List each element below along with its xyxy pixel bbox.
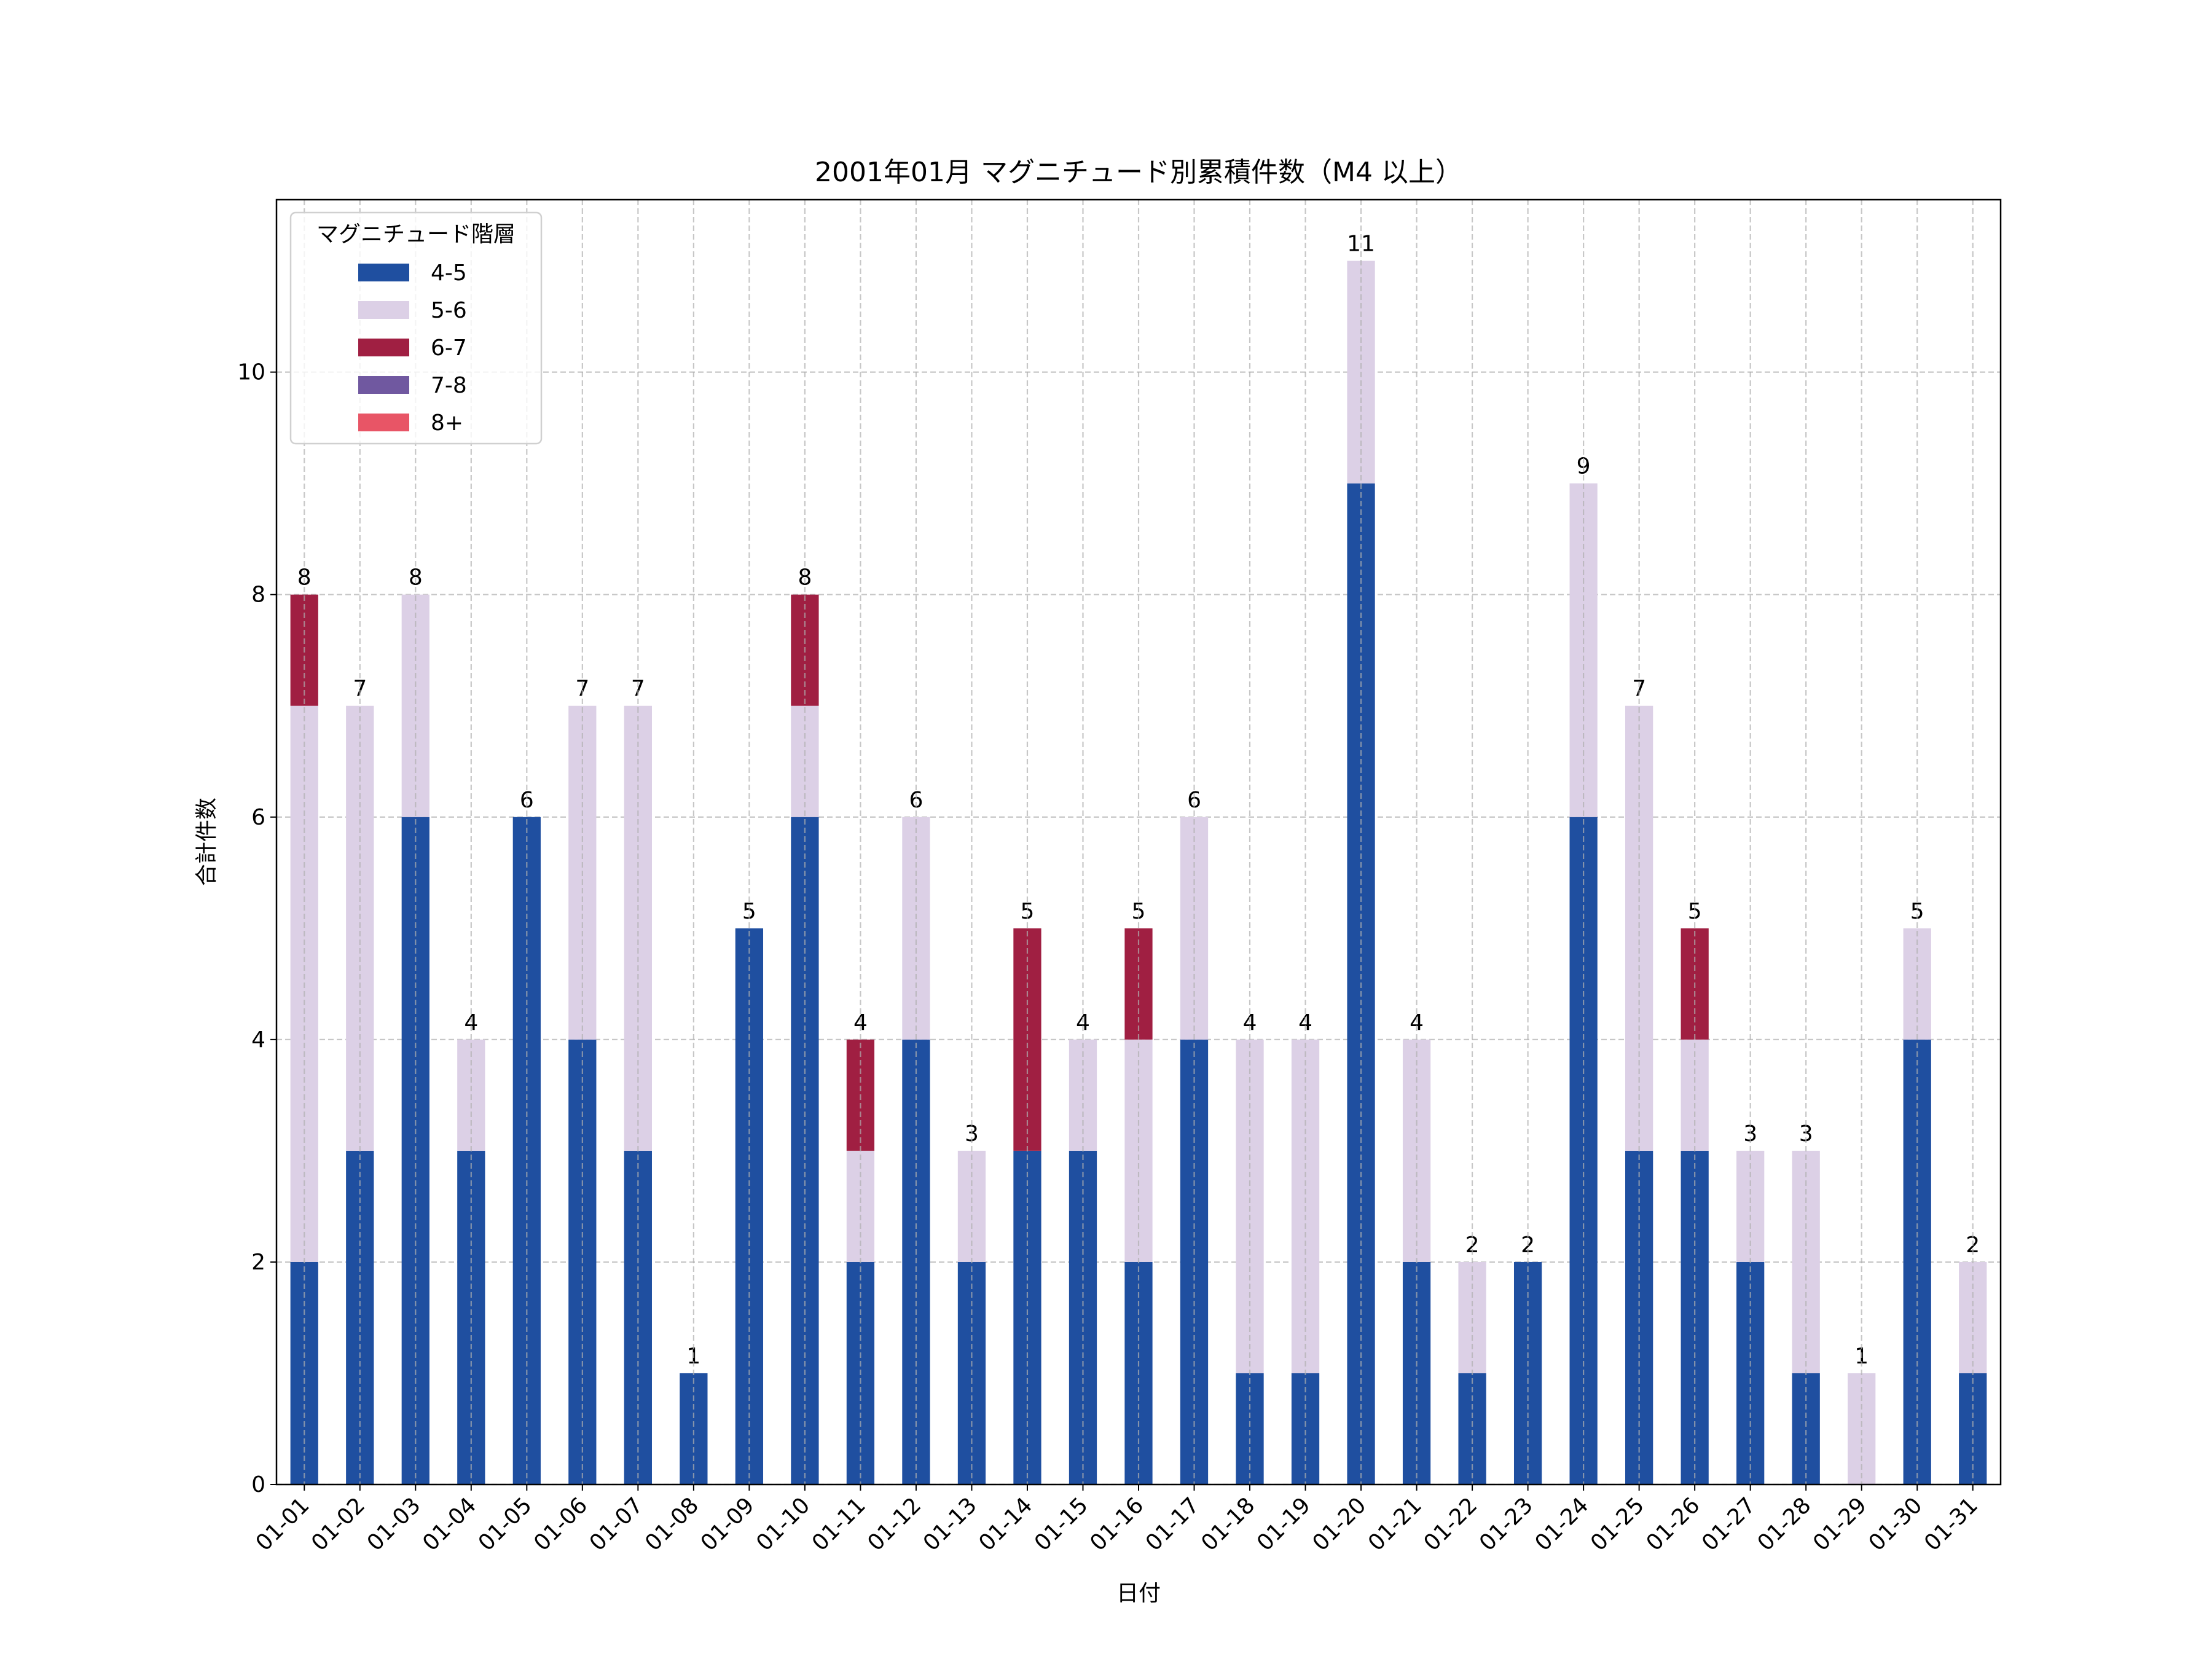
bar-segment-5-6 <box>902 817 930 1040</box>
x-tick-label: 01-04 <box>418 1492 481 1556</box>
y-tick-label: 8 <box>251 582 265 608</box>
data-label-total: 8 <box>798 565 812 590</box>
legend-title: マグニチュード階層 <box>316 222 516 247</box>
data-label-total: 8 <box>409 565 423 590</box>
data-label-total: 4 <box>853 1010 868 1035</box>
x-tick-label: 01-09 <box>696 1492 759 1556</box>
data-label-total: 6 <box>909 788 923 813</box>
x-tick-label: 01-06 <box>529 1492 592 1556</box>
x-tick-label: 01-16 <box>1085 1492 1148 1556</box>
x-tick-label: 01-23 <box>1475 1492 1538 1556</box>
data-label-total: 8 <box>297 565 312 590</box>
x-tick-label: 01-10 <box>751 1492 815 1556</box>
x-axis: 01-0101-0201-0301-0401-0501-0601-0701-08… <box>251 1484 1983 1556</box>
x-tick-label: 01-18 <box>1196 1492 1260 1556</box>
data-label-total: 7 <box>353 677 367 702</box>
legend-label-4-5: 4-5 <box>431 261 467 286</box>
x-tick-label: 01-24 <box>1531 1492 1594 1556</box>
y-tick-label: 0 <box>251 1472 265 1497</box>
x-tick-label: 01-15 <box>1030 1492 1093 1556</box>
data-label-total: 4 <box>464 1010 478 1035</box>
x-tick-label: 01-19 <box>1252 1492 1316 1556</box>
legend-box <box>289 211 543 445</box>
data-label-total: 6 <box>520 788 534 813</box>
x-tick-label: 01-08 <box>640 1492 704 1556</box>
legend: マグニチュード階層 4-5 5-6 6-7 7-8 8+ <box>289 211 543 445</box>
x-tick-label: 01-13 <box>919 1492 982 1556</box>
data-label-total: 5 <box>1132 899 1146 924</box>
legend-swatch-4-5 <box>358 264 409 281</box>
x-tick-label: 01-02 <box>307 1492 370 1556</box>
data-label-total: 7 <box>1632 677 1646 702</box>
x-tick-label: 01-21 <box>1363 1492 1427 1556</box>
data-label-total: 4 <box>1243 1010 1257 1035</box>
x-tick-label: 01-22 <box>1419 1492 1482 1556</box>
x-tick-label: 01-29 <box>1808 1492 1872 1556</box>
data-label-total: 4 <box>1298 1010 1312 1035</box>
x-axis-label: 日付 <box>1116 1581 1161 1606</box>
x-tick-label: 01-05 <box>474 1492 537 1556</box>
data-label-total: 5 <box>1021 899 1035 924</box>
legend-label-7-8: 7-8 <box>431 373 467 398</box>
data-label-total: 5 <box>742 899 756 924</box>
x-tick-label: 01-31 <box>1920 1492 1983 1556</box>
data-label-total: 5 <box>1910 899 1924 924</box>
legend-label-8+: 8+ <box>431 410 463 436</box>
legend-swatch-8+ <box>358 414 409 431</box>
data-label-total: 7 <box>631 677 645 702</box>
y-tick-label: 2 <box>251 1250 265 1275</box>
data-label-total: 4 <box>1410 1010 1424 1035</box>
legend-label-5-6: 5-6 <box>431 298 467 323</box>
legend-label-6-7: 6-7 <box>431 335 467 361</box>
x-tick-label: 01-28 <box>1753 1492 1816 1556</box>
bar-segment-5-6 <box>1180 817 1209 1040</box>
x-tick-label: 01-20 <box>1308 1492 1371 1556</box>
x-tick-label: 01-07 <box>585 1492 648 1556</box>
chart-title: 2001年01月 マグニチュード別累積件数（M4 以上） <box>815 157 1462 188</box>
y-axis: 0 2 4 6 8 10 <box>237 360 276 1497</box>
x-tick-label: 01-17 <box>1141 1492 1204 1556</box>
y-tick-label: 6 <box>251 805 265 830</box>
y-tick-label: 4 <box>251 1027 265 1053</box>
data-label-total: 7 <box>575 677 589 702</box>
bar-segment-5-6 <box>401 594 429 817</box>
legend-swatch-7-8 <box>358 376 409 394</box>
data-label-total: 6 <box>1187 788 1201 813</box>
y-tick-label: 10 <box>237 360 265 385</box>
legend-swatch-6-7 <box>358 339 409 356</box>
legend-swatch-5-6 <box>358 301 409 319</box>
data-label-total: 4 <box>1076 1010 1090 1035</box>
x-tick-label: 01-27 <box>1697 1492 1760 1556</box>
x-tick-label: 01-26 <box>1642 1492 1705 1556</box>
x-tick-label: 01-11 <box>807 1492 871 1556</box>
x-tick-label: 01-30 <box>1864 1492 1928 1556</box>
x-tick-label: 01-14 <box>974 1492 1037 1556</box>
x-tick-label: 01-12 <box>863 1492 926 1556</box>
x-tick-label: 01-25 <box>1586 1492 1649 1556</box>
data-label-total: 5 <box>1688 899 1702 924</box>
x-tick-label: 01-01 <box>251 1492 315 1556</box>
y-axis-label: 合計件数 <box>194 798 219 886</box>
x-tick-label: 01-03 <box>363 1492 426 1556</box>
